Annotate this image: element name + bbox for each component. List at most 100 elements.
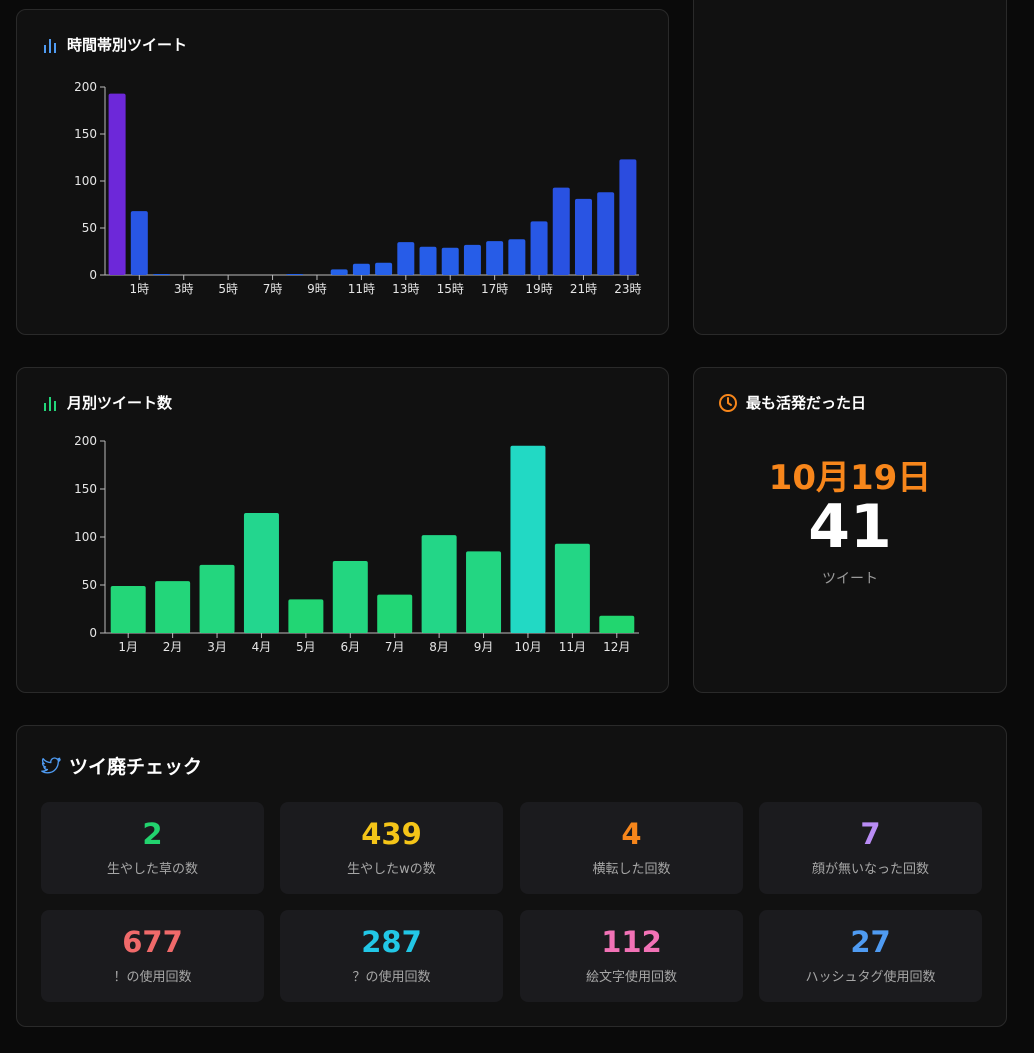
x-tick-label: 6月 [340,640,360,654]
x-tick-label: 5月 [296,640,316,654]
stat-card: 4 横転した回数 [520,802,743,894]
x-tick-label: 9時 [307,282,327,296]
stat-value: 7 [860,817,881,851]
x-tick-label: 7時 [263,282,283,296]
x-tick-label: 11月 [559,640,586,654]
monthly-chart-card: 月別ツイート数 0 50 100 150 200 1月 2月 3月 4月 5月 6月 7月 8月 9月 10… [16,367,669,693]
bar [243,513,279,633]
bar [375,262,393,275]
x-tick-label: 3時 [174,282,194,296]
bar [486,241,504,275]
x-tick-label: 17時 [481,282,508,296]
stat-value: 439 [361,817,422,851]
bar [597,192,615,275]
bar-chart-icon [44,38,56,53]
x-tick-label: 12月 [603,640,630,654]
stat-label: 生やしたwの数 [347,862,436,877]
most-active-unit: ツイート [822,571,878,587]
stat-card: 287 ？の使用回数 [280,910,503,1002]
most-active-date: 10月19日 [768,458,932,498]
x-tick-label: 2月 [163,640,183,654]
bar [508,239,526,275]
bar [599,615,635,633]
stat-card: 7 顔が無いなった回数 [759,802,982,894]
bar [419,246,437,275]
stat-label: 絵文字使用回数 [585,970,677,985]
hourly-chart-title: 時間帯別ツイート [41,34,187,55]
bar [352,263,370,275]
x-tick-label: 11時 [348,282,375,296]
bar [441,247,459,275]
x-tick-label: 21時 [570,282,597,296]
bar [466,551,502,633]
bar [619,159,637,275]
stat-label: ！の使用回数 [113,970,192,985]
stat-value: 27 [850,925,891,959]
stat-label: ハッシュタグ使用回数 [805,970,936,985]
y-tick-label: 0 [89,268,97,282]
most-active-day-title-text: 最も活発だった日 [746,394,867,412]
x-tick-label: 10月 [514,640,541,654]
stat-value: 4 [621,817,642,851]
bar [530,221,548,275]
x-tick-label: 15時 [437,282,464,296]
stat-card: 439 生やしたwの数 [280,802,503,894]
x-tick-label: 5時 [218,282,238,296]
bar [108,93,126,275]
x-tick-label: 1月 [118,640,138,654]
stat-card: 27 ハッシュタグ使用回数 [759,910,982,1002]
y-tick-label: 200 [74,434,97,448]
addiction-check-title: ツイ廃チェック [41,752,202,779]
x-tick-label: 7月 [385,640,405,654]
y-tick-label: 50 [82,221,97,235]
stat-value: 287 [361,925,422,959]
stat-card: 112 絵文字使用回数 [520,910,743,1002]
monthly-chart-title-text: 月別ツイート数 [67,394,173,412]
stat-value: 112 [601,925,662,959]
bar [554,543,590,633]
bar [574,198,592,275]
most-active-count: 41 [808,492,892,562]
stat-label: 生やした草の数 [106,862,198,877]
bar [552,187,570,275]
bar [330,269,348,275]
y-tick-label: 100 [74,530,97,544]
hourly-chart-card: 時間帯別ツイート 0 50 100 150 200 1時 3時 5時 7時 9時 11時 13時 15時… [16,9,669,335]
bar [288,599,324,633]
bar [332,561,368,633]
stat-label: ？の使用回数 [352,970,431,985]
x-tick-label: 9月 [474,640,494,654]
x-tick-label: 3月 [207,640,227,654]
empty-panel [693,0,1007,335]
stat-card: 677 ！の使用回数 [41,910,264,1002]
bar [130,211,148,275]
x-tick-label: 19時 [525,282,552,296]
bar [110,585,146,633]
bar-chart-icon [44,396,56,411]
x-tick-label: 1時 [129,282,149,296]
most-active-day-title: 最も活発だった日 [718,392,866,413]
twitter-bird-icon [41,756,61,773]
bar [153,274,171,275]
x-tick-label: 13時 [392,282,419,296]
bar [199,564,235,633]
bar [421,535,457,633]
clock-icon [719,393,737,412]
x-tick-label: 4月 [252,640,272,654]
bar [286,274,304,275]
hourly-bar-chart: 0 50 100 150 200 1時 3時 5時 7時 9時 11時 13時 15時 17時 19時 21時… [74,80,641,296]
bar [463,244,481,275]
bar [510,445,546,633]
monthly-chart-title: 月別ツイート数 [41,392,172,413]
x-tick-label: 23時 [614,282,641,296]
hourly-chart-title-text: 時間帯別ツイート [67,36,188,54]
stat-label: 横転した回数 [592,862,671,877]
bar [377,594,413,633]
bar [397,242,415,275]
addiction-check-title-text: ツイ廃チェック [69,756,203,778]
addiction-check-card: ツイ廃チェック 2 生やした草の数 439 生やしたwの数 4 横転した回数 7… [16,725,1007,1027]
y-tick-label: 50 [82,578,97,592]
y-tick-label: 150 [74,127,97,141]
most-active-day-card: 最も活発だった日 10月19日 41 ツイート [693,367,1007,693]
stat-label: 顔が無いなった回数 [811,862,929,877]
